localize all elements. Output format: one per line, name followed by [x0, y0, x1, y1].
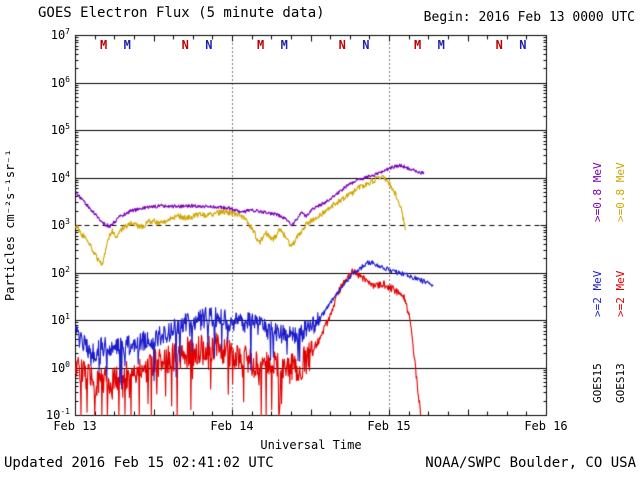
legend-goes15-e2: >=2 MeV — [591, 270, 604, 318]
x-tick-label: Feb 16 — [524, 419, 568, 433]
local-noon-marker: N — [362, 38, 370, 52]
local-noon-marker: N — [495, 38, 503, 52]
y-tick-label: 101 — [50, 312, 70, 327]
local-midnight-marker: M — [437, 38, 445, 52]
y-tick-label: 107 — [50, 27, 70, 42]
x-axis-label: Universal Time — [260, 438, 362, 452]
credit-text: NOAA/SWPC Boulder, CO USA — [425, 455, 636, 471]
local-midnight-marker: M — [123, 38, 131, 52]
legend-goes13-e2: >=2 MeV — [614, 270, 627, 318]
local-noon-marker: N — [338, 38, 346, 52]
y-tick-label: 106 — [50, 74, 70, 90]
local-noon-marker: N — [205, 38, 213, 52]
y-tick-label: 105 — [50, 122, 70, 137]
local-midnight-marker: M — [257, 38, 265, 52]
y-tick-label: 103 — [50, 217, 70, 232]
local-midnight-marker: M — [280, 38, 288, 52]
y-tick-label: 104 — [50, 169, 70, 185]
begin-timestamp: Begin: 2016 Feb 13 0000 UTC — [423, 10, 635, 25]
local-midnight-marker: M — [100, 38, 108, 52]
y-tick-label: 100 — [50, 359, 70, 375]
x-tick-label: Feb 13 — [53, 419, 97, 433]
y-tick-label: 102 — [50, 264, 70, 280]
local-noon-marker: N — [519, 38, 527, 52]
updated-timestamp: Updated 2016 Feb 15 02:41:02 UTC — [4, 455, 274, 471]
y-axis-label: Particles cm⁻²s⁻¹sr⁻¹ — [3, 149, 17, 301]
x-tick-label: Feb 15 — [367, 419, 411, 433]
local-midnight-marker: M — [414, 38, 422, 52]
y-tick-label: 10-1 — [45, 407, 70, 422]
x-tick-label: Feb 14 — [210, 419, 254, 433]
local-noon-marker: N — [181, 38, 189, 52]
legend-goes15-e08: >=0.8 MeV — [591, 162, 604, 222]
page-title: GOES Electron Flux (5 minute data) — [38, 5, 325, 21]
legend-goes13-name: GOES13 — [614, 363, 627, 403]
legend-goes13-e08: >=0.8 MeV — [614, 162, 627, 222]
legend-goes15-name: GOES15 — [591, 363, 604, 403]
